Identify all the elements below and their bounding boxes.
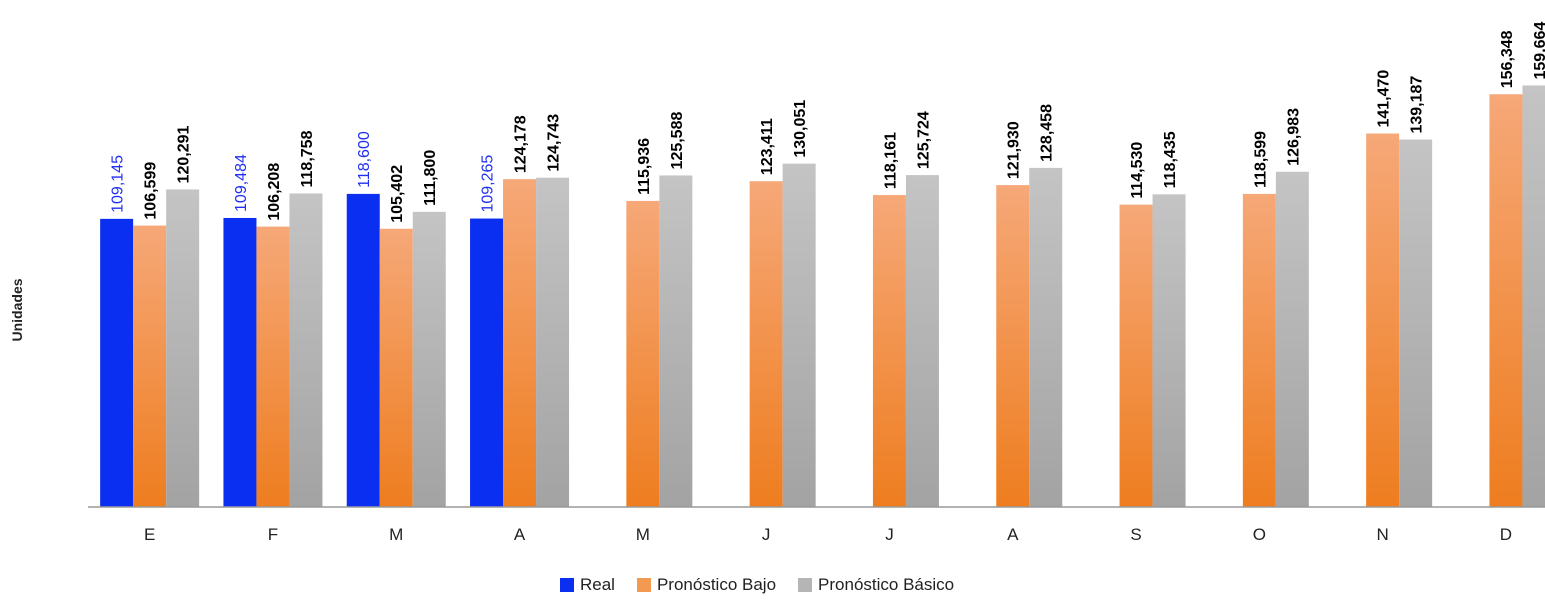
data-label-pronostico-basico: 111,800: [422, 150, 439, 206]
data-label-pronostico-basico: 125,724: [915, 111, 932, 169]
data-label-pronostico-bajo: 118,599: [1252, 131, 1269, 188]
bar-pronostico-bajo: [996, 185, 1030, 507]
legend-label-real: Real: [580, 575, 615, 594]
x-tick-label: M: [636, 525, 650, 544]
x-tick-label: N: [1377, 525, 1389, 544]
bar-pronostico-basico: [289, 193, 323, 507]
bar-pronostico-basico: [1522, 85, 1545, 508]
data-label-pronostico-basico: 139,187: [1409, 76, 1426, 134]
x-tick-label: J: [762, 525, 771, 544]
data-label-pronostico-basico: 120,291: [176, 125, 193, 183]
legend-item-real: Real: [560, 575, 615, 595]
bar-real: [223, 217, 257, 508]
y-axis-label-wrap: Unidades: [9, 278, 25, 341]
y-axis-label: Unidades: [9, 278, 25, 341]
legend-label-pronostico-basico: Pronóstico Básico: [818, 575, 955, 594]
data-label-pronostico-bajo: 105,402: [389, 165, 406, 223]
legend: Real Pronóstico Bajo Pronóstico Básico: [560, 575, 954, 595]
data-label-pronostico-bajo: 118,161: [882, 132, 899, 189]
data-label-pronostico-bajo: 156,348: [1499, 30, 1516, 88]
bar-pronostico-bajo: [133, 225, 167, 507]
bar-pronostico-basico: [412, 211, 446, 507]
x-tick-label: M: [389, 525, 403, 544]
bar-pronostico-basico: [1152, 194, 1186, 507]
data-label-pronostico-basico: 118,758: [299, 130, 316, 187]
x-tick-label: D: [1500, 525, 1512, 544]
legend-swatch-pronostico-bajo: [636, 578, 651, 592]
data-label-pronostico-basico: 124,743: [546, 114, 563, 172]
data-label-pronostico-bajo: 106,208: [266, 163, 283, 221]
data-label-pronostico-bajo: 106,599: [143, 162, 160, 220]
legend-label-pronostico-bajo: Pronóstico Bajo: [656, 575, 777, 594]
bar-pronostico-basico: [536, 177, 570, 508]
data-label-real: 118,600: [356, 131, 373, 188]
bar-pronostico-bajo: [1489, 94, 1523, 508]
bar-pronostico-basico: [1275, 171, 1309, 507]
data-label-real: 109,265: [480, 155, 497, 213]
bar-pronostico-bajo: [749, 181, 783, 508]
x-tick-label: S: [1130, 525, 1141, 544]
bar-pronostico-bajo: [503, 179, 537, 507]
bar-pronostico-bajo: [1242, 193, 1276, 508]
bar-pronostico-basico: [1029, 167, 1063, 507]
data-label-real: 109,484: [233, 154, 250, 212]
bar-real: [470, 218, 504, 507]
legend-item-pronostico-basico: Pronóstico Básico: [798, 575, 954, 595]
x-tick-label: J: [885, 525, 894, 544]
data-label-pronostico-basico: 130,051: [792, 100, 809, 158]
data-label-pronostico-bajo: 115,936: [636, 138, 653, 195]
x-tick-label: E: [144, 525, 155, 544]
legend-swatch-real: [560, 578, 574, 592]
bar-pronostico-basico: [1399, 139, 1433, 507]
bar-pronostico-basico: [782, 163, 816, 508]
data-label-pronostico-basico: 159,664: [1532, 22, 1545, 80]
x-tick-label: F: [268, 525, 278, 544]
bar-real: [346, 193, 380, 507]
legend-item-pronostico-bajo: Pronóstico Bajo: [636, 575, 777, 595]
bar-pronostico-basico: [166, 189, 200, 507]
bar-pronostico-bajo: [379, 228, 413, 508]
x-tick-label: A: [1007, 525, 1019, 544]
data-label-pronostico-basico: 118,435: [1162, 131, 1179, 188]
bar-pronostico-bajo: [626, 200, 660, 507]
data-label-pronostico-basico: 128,458: [1039, 104, 1056, 162]
data-label-pronostico-basico: 125,588: [669, 112, 686, 170]
data-label-pronostico-bajo: 141,470: [1376, 70, 1393, 128]
data-label-pronostico-basico: 126,983: [1285, 108, 1302, 166]
legend-swatch-pronostico-basico: [798, 578, 813, 592]
data-label-pronostico-bajo: 123,411: [759, 118, 776, 175]
bar-real: [100, 218, 134, 508]
bar-pronostico-bajo: [256, 226, 290, 507]
bar-pronostico-bajo: [1366, 133, 1400, 507]
bar-pronostico-bajo: [1119, 204, 1153, 507]
data-label-pronostico-bajo: 124,178: [513, 115, 530, 173]
bar-pronostico-basico: [905, 175, 939, 508]
data-label-pronostico-bajo: 114,530: [1129, 142, 1146, 199]
data-label-pronostico-bajo: 121,930: [1006, 121, 1023, 179]
bar-pronostico-bajo: [872, 195, 906, 507]
x-tick-label: A: [514, 525, 526, 544]
bar-pronostico-basico: [659, 175, 693, 507]
data-label-real: 109,145: [110, 155, 127, 213]
x-tick-label: O: [1253, 525, 1266, 544]
